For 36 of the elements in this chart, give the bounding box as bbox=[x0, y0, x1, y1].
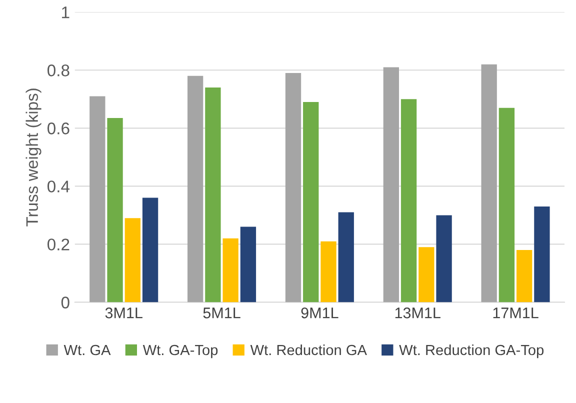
bar bbox=[107, 118, 123, 302]
bar bbox=[90, 96, 106, 302]
legend-label: Wt. GA bbox=[64, 344, 111, 356]
bar bbox=[338, 212, 354, 302]
bar bbox=[124, 218, 140, 302]
bar bbox=[187, 76, 204, 302]
y-tick-label: 0.8 bbox=[48, 64, 70, 76]
bar bbox=[516, 250, 532, 302]
bar bbox=[481, 64, 497, 302]
bar bbox=[205, 88, 221, 302]
bar bbox=[400, 99, 417, 302]
x-tick-label: 5M1L bbox=[203, 308, 240, 318]
bar bbox=[320, 241, 336, 302]
x-tick-label: 9M1L bbox=[301, 308, 338, 318]
x-tick-label: 3M1L bbox=[105, 308, 142, 318]
bar bbox=[240, 226, 256, 302]
y-tick-label: 1 bbox=[62, 6, 70, 18]
x-tick-label: 13M1L bbox=[395, 308, 440, 318]
bar bbox=[222, 238, 238, 302]
bar bbox=[142, 198, 158, 302]
bar bbox=[534, 206, 550, 302]
y-tick-label: 0 bbox=[61, 296, 70, 308]
bar bbox=[303, 102, 319, 302]
bar bbox=[498, 108, 515, 302]
bar bbox=[383, 67, 399, 302]
y-tick-label: 0.4 bbox=[48, 180, 70, 192]
legend-label: Wt. Reduction GA-Top bbox=[399, 344, 544, 358]
bar bbox=[418, 247, 434, 302]
y-tick-label: 0.2 bbox=[48, 238, 70, 250]
legend-label: Wt. Reduction GA bbox=[250, 344, 367, 356]
y-tick-label: 0.6 bbox=[48, 122, 70, 134]
x-tick-label: 17M1L bbox=[493, 308, 538, 318]
legend-label: Wt. GA-Top bbox=[142, 344, 218, 358]
bar bbox=[436, 215, 452, 302]
y-axis-title: Truss weight (kips) bbox=[26, 88, 42, 226]
bar bbox=[285, 73, 302, 302]
